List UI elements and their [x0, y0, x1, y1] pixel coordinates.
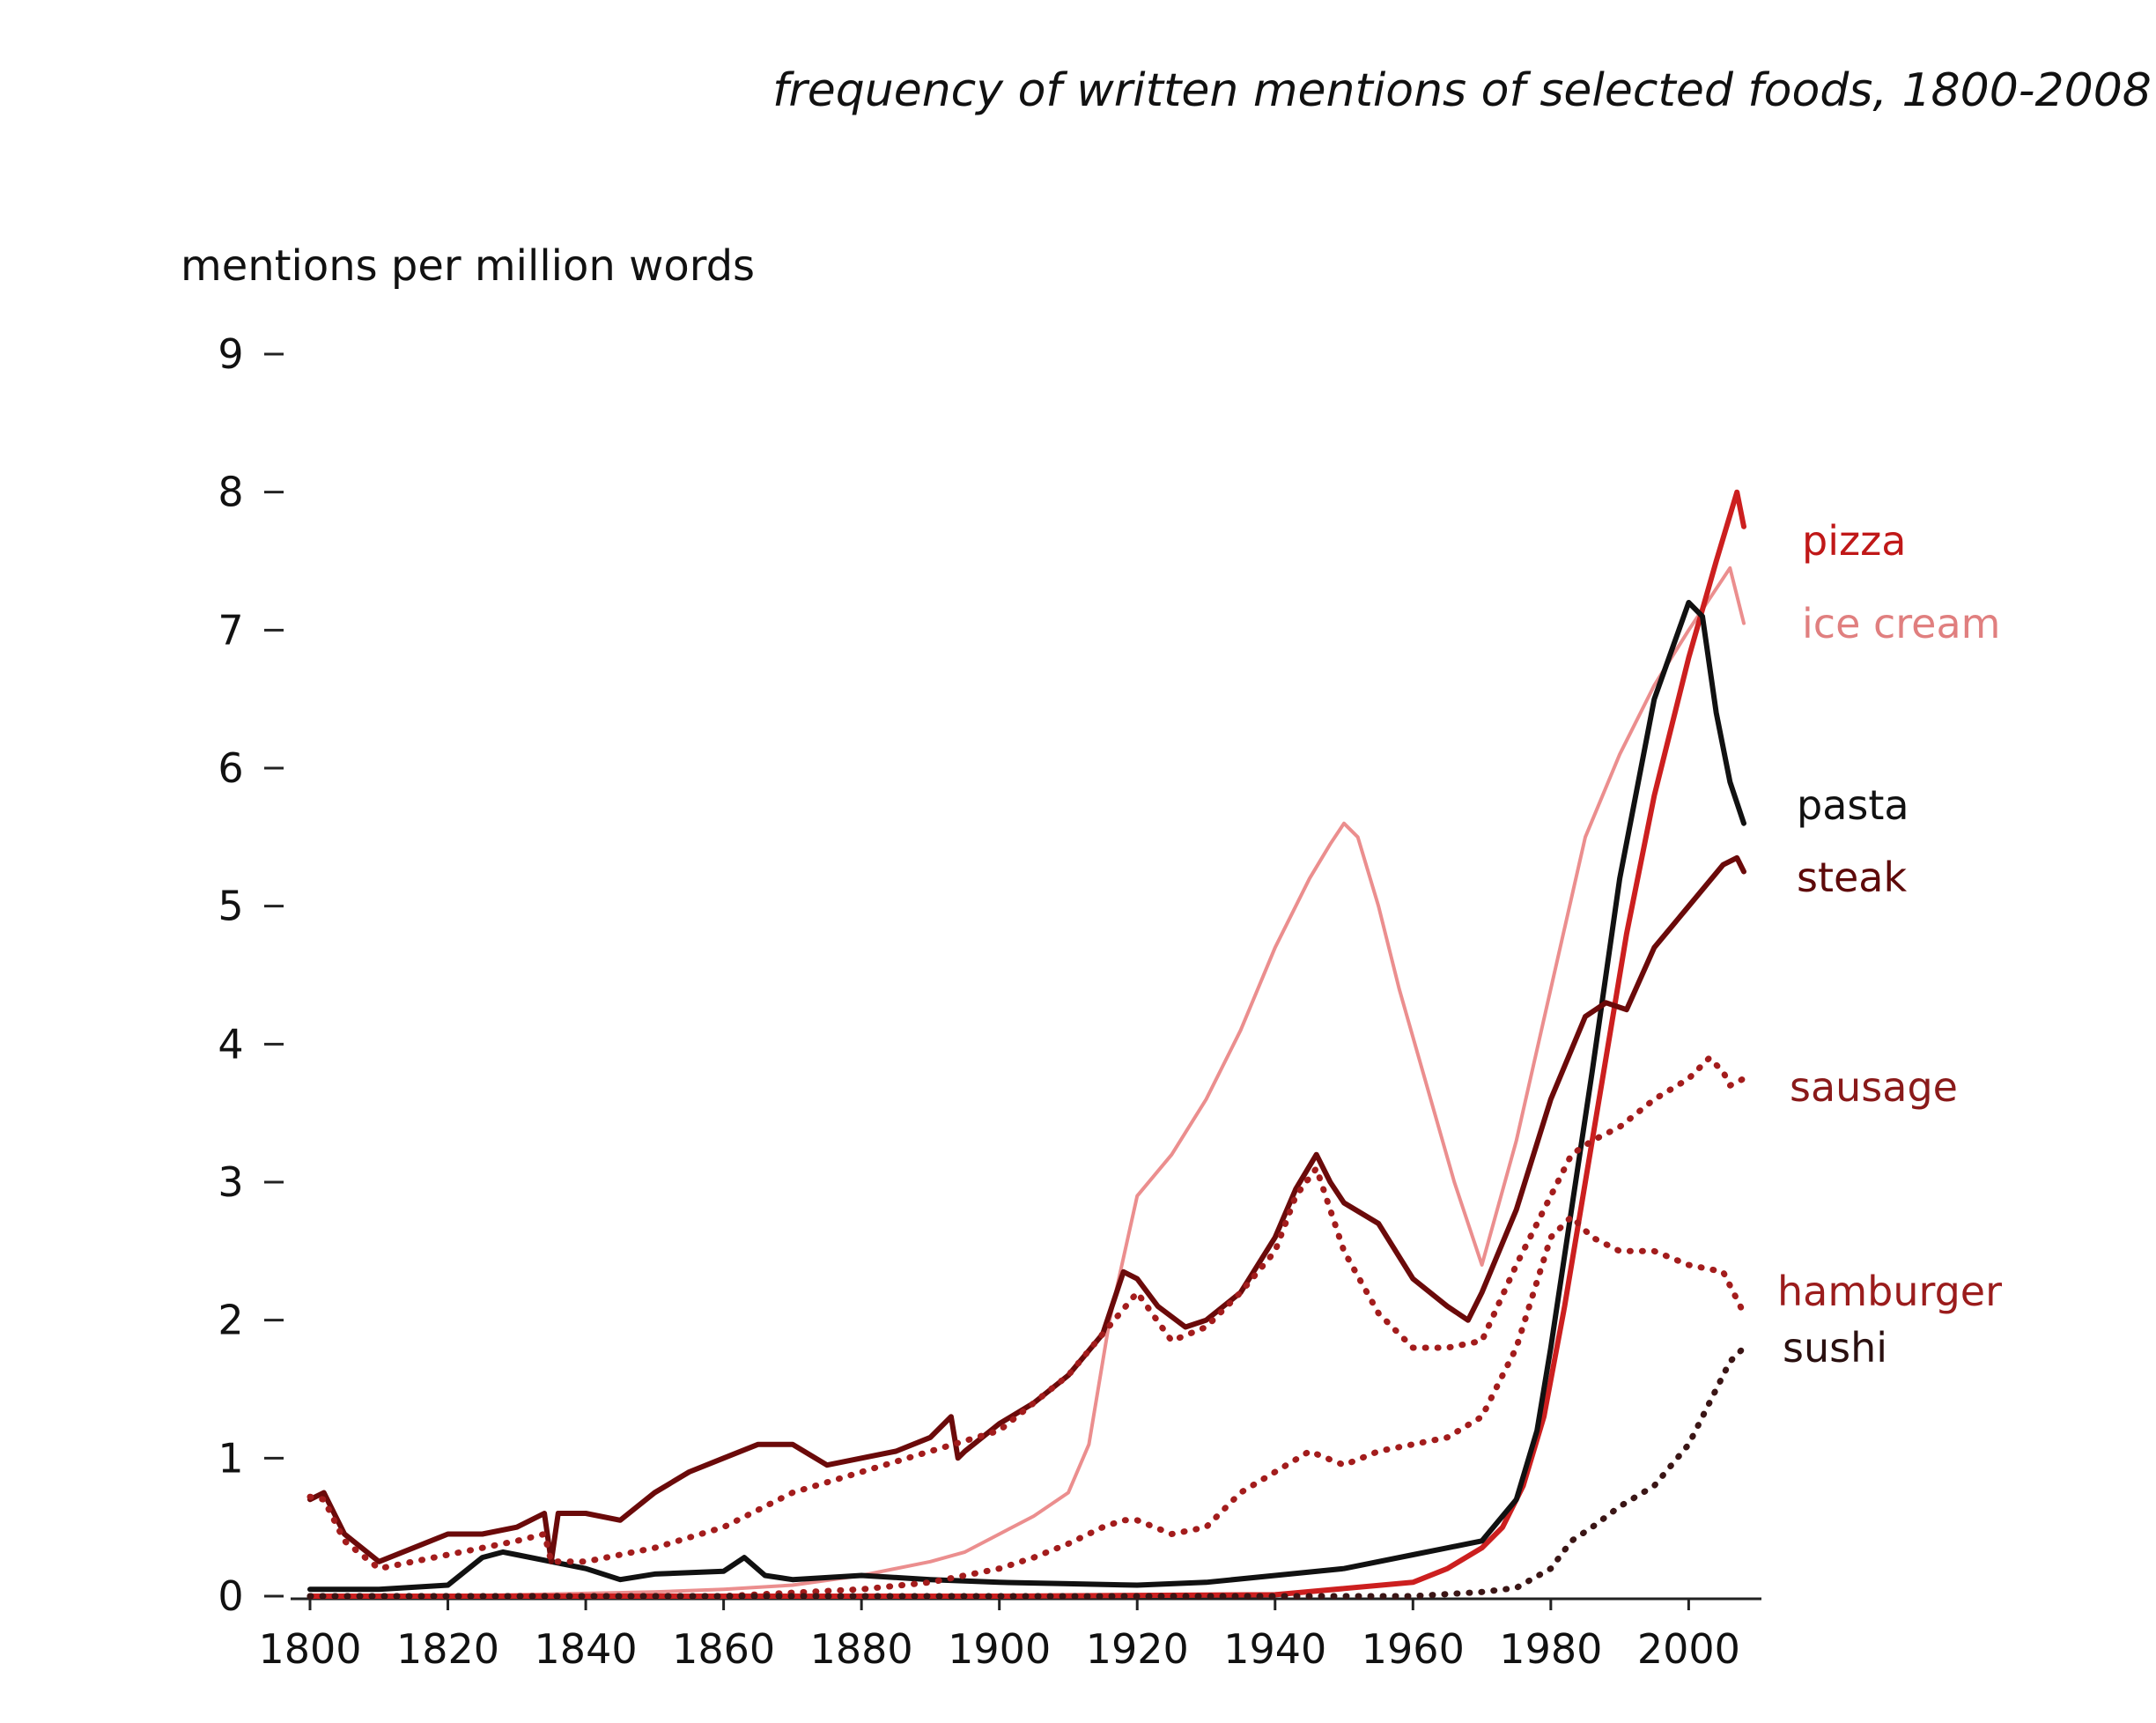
- y-tick-label: 1: [218, 1434, 243, 1482]
- y-tick-label: 0: [218, 1572, 243, 1620]
- x-tick-label: 1900: [948, 1625, 1051, 1673]
- y-tick-label: 9: [218, 330, 243, 378]
- y-tick-label: 2: [218, 1297, 243, 1344]
- series-label-sushi: sushi: [1783, 1324, 1887, 1372]
- y-tick-label: 5: [218, 883, 243, 930]
- series-label-sausage: sausage: [1790, 1063, 1958, 1111]
- y-tick-label: 7: [218, 606, 243, 654]
- x-tick-label: 1980: [1499, 1625, 1602, 1673]
- series-line-pizza: [307, 489, 1746, 1599]
- series-label-pasta: pasta: [1797, 781, 1909, 829]
- series-label-steak: steak: [1797, 854, 1907, 901]
- x-tick-label: 1800: [258, 1625, 361, 1673]
- y-tick-label: 6: [218, 744, 243, 792]
- x-tick-label: 1860: [672, 1625, 775, 1673]
- y-tick-label: 4: [218, 1020, 243, 1068]
- chart-title: frequency of written mentions of selecte…: [772, 64, 2152, 117]
- y-tick-label: 3: [218, 1158, 243, 1206]
- series-line-ice-cream: [308, 566, 1746, 1598]
- series-labels: ice cream pizza pasta steak sausage hamburger…: [1777, 517, 2002, 1372]
- x-tick-label: 1880: [810, 1625, 913, 1673]
- series-label-hamburger: hamburger: [1777, 1268, 2002, 1315]
- series-label-ice-cream: ice cream: [1802, 600, 2001, 647]
- series-lines: [306, 489, 1747, 1600]
- series-line-hamburger: [306, 1213, 1747, 1600]
- series-line-sushi: [306, 1344, 1747, 1600]
- series-line-pasta: [307, 600, 1746, 1593]
- x-tick-label: 1840: [535, 1625, 638, 1673]
- x-tick-label: 1960: [1362, 1625, 1465, 1673]
- x-tick-label: 1920: [1086, 1625, 1189, 1673]
- y-axis-label: mentions per million words: [181, 241, 755, 291]
- y-tick-label: 8: [218, 469, 243, 516]
- x-axis-ticks: 1800 1820 1840 1860 1880 1900 1920 1940 1960 1980…: [258, 1599, 1740, 1673]
- y-axis-ticks: 0 1 2 3 4 5 6 7 8 9: [218, 330, 284, 1620]
- x-tick-label: 1820: [396, 1625, 499, 1673]
- x-tick-label: 2000: [1637, 1625, 1740, 1673]
- series-line-sausage: [306, 1054, 1747, 1572]
- series-label-pizza: pizza: [1802, 517, 1906, 565]
- x-tick-label: 1940: [1223, 1625, 1326, 1673]
